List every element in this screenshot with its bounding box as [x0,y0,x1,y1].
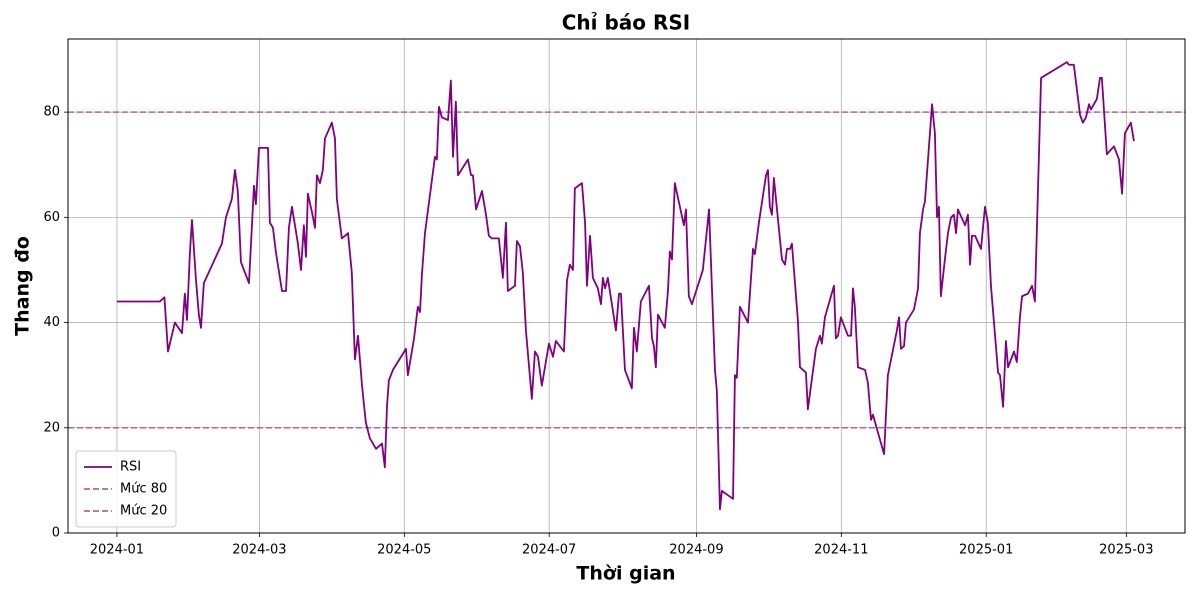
x-tick-label: 2025-01 [959,543,1013,558]
y-tick-label: 40 [43,315,60,330]
legend-label: Mức 80 [120,482,167,497]
x-tick-label: 2024-03 [232,543,286,558]
y-tick-label: 20 [43,420,60,435]
legend-label: Mức 20 [120,504,167,519]
x-tick-label: 2024-07 [522,543,576,558]
chart-title: Chỉ báo RSI [562,11,691,35]
x-tick-label: 2024-05 [377,543,431,558]
rsi-line [116,61,1135,511]
x-tick-label: 2024-09 [669,543,723,558]
x-tick-label: 2024-01 [90,543,144,558]
legend-label: RSI [120,460,141,475]
legend: RSI Mức 80 Mức 20 [75,450,177,528]
plot-frame [67,38,1186,534]
y-axis-label: Thang đo [12,236,34,336]
y-tick-label: 60 [43,210,60,225]
y-tick-label: 0 [52,526,60,541]
x-axis-label: Thời gian [576,563,675,585]
y-tick-label: 80 [43,105,60,120]
legend-box [75,450,177,528]
x-tick-label: 2025-03 [1099,543,1153,558]
x-tick-label: 2024-11 [814,543,868,558]
